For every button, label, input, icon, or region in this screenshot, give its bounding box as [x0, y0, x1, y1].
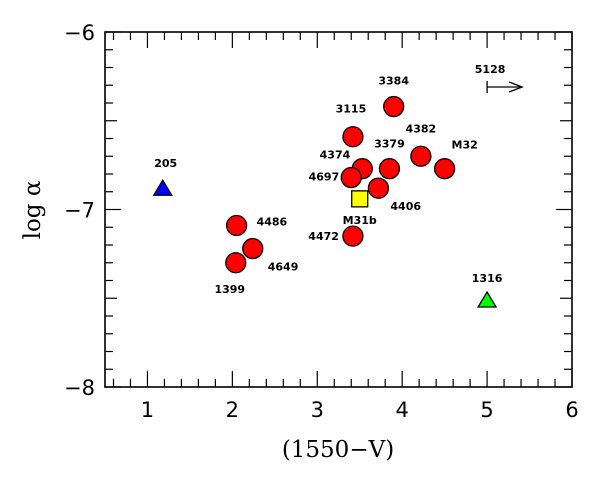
point-label-1316: 1316: [472, 272, 503, 285]
plot-frame: [104, 31, 573, 388]
x-tick-label: 1: [141, 398, 154, 422]
point-label-m31b: M31b: [343, 214, 377, 227]
data-point-3115: [342, 126, 364, 148]
point-label-4406: 4406: [390, 200, 421, 213]
point-label-1399: 1399: [214, 283, 245, 296]
point-label-3379: 3379: [374, 138, 405, 151]
x-axis-title: (1550−V): [282, 437, 394, 463]
data-point-m31b: [351, 190, 369, 208]
point-label-4472: 4472: [308, 230, 339, 243]
x-tick-label: 4: [395, 398, 408, 422]
point-label-205: 205: [154, 157, 177, 170]
data-point-4697: [340, 166, 362, 189]
tick-labels: 1 2 3 4 5 6 −8 −7 −6: [64, 21, 579, 422]
data-point-4382: [410, 145, 432, 167]
data-point-1316: [476, 290, 498, 308]
x-tick-label: 3: [311, 398, 324, 422]
data-point-3384: [383, 95, 405, 118]
axis-ticks: [105, 31, 573, 388]
point-label-4382: 4382: [406, 122, 437, 135]
y-tick-label: −8: [64, 376, 95, 400]
data-point-4472: [342, 225, 364, 247]
data-point-4486: [225, 214, 248, 237]
y-axis-title: log α: [20, 181, 46, 240]
x-tick-label: 6: [565, 398, 578, 422]
y-tick-label: −7: [64, 199, 95, 223]
point-label-3115: 3115: [336, 103, 367, 116]
point-label-4649: 4649: [268, 261, 299, 274]
y-tick-label: −6: [64, 21, 95, 45]
data-point-m32: [433, 158, 456, 180]
point-label-3384: 3384: [378, 75, 409, 88]
point-label-4374: 4374: [320, 149, 351, 162]
data-points: [152, 81, 524, 308]
data-point-205: [152, 178, 173, 196]
point-labels: 3384 3115 4382 M32 3379 4374 4697 4406 M31b 4472 4…: [154, 63, 505, 296]
point-label-m32: M32: [452, 139, 478, 152]
point-label-5128: 5128: [475, 63, 506, 76]
point-label-4486: 4486: [257, 215, 288, 228]
point-label-4697: 4697: [309, 171, 340, 184]
data-point-1399: [225, 252, 247, 274]
x-tick-label: 5: [480, 398, 493, 422]
data-point-3379: [378, 158, 401, 180]
lower-limit-arrowhead-5128: [508, 81, 524, 93]
data-point-4406: [367, 177, 390, 199]
x-tick-label: 2: [226, 398, 239, 422]
data-point-4649: [242, 237, 264, 260]
